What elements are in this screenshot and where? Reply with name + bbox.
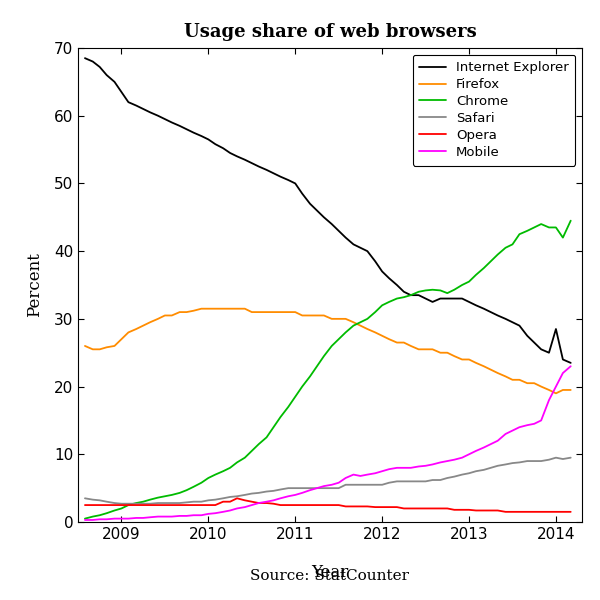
Chrome xyxy=(190,483,197,490)
Line: Chrome: Chrome xyxy=(85,221,571,518)
Mobile xyxy=(357,472,364,479)
Mobile xyxy=(567,362,574,370)
Chrome xyxy=(364,315,371,322)
Firefox xyxy=(437,349,444,356)
Internet Explorer xyxy=(198,133,205,140)
Safari xyxy=(524,457,531,464)
Y-axis label: Percent: Percent xyxy=(26,253,43,317)
Safari xyxy=(118,500,125,508)
Safari xyxy=(437,476,444,484)
Opera xyxy=(415,505,422,512)
Opera xyxy=(567,508,574,515)
Internet Explorer xyxy=(190,129,197,136)
Safari xyxy=(530,457,538,464)
Safari xyxy=(567,454,574,461)
Opera xyxy=(472,507,479,514)
Chrome xyxy=(516,230,523,238)
Opera xyxy=(530,508,538,515)
Mobile xyxy=(364,471,371,478)
Opera xyxy=(82,502,89,509)
Text: Source: StatCounter: Source: StatCounter xyxy=(251,569,409,583)
Safari xyxy=(553,454,560,461)
Line: Mobile: Mobile xyxy=(85,366,571,520)
Firefox xyxy=(530,380,538,387)
Opera xyxy=(502,508,509,515)
Firefox xyxy=(82,343,89,350)
Chrome xyxy=(198,479,205,487)
Internet Explorer xyxy=(567,359,574,367)
Firefox xyxy=(553,390,560,397)
Opera xyxy=(524,508,531,515)
Safari xyxy=(82,494,89,502)
Mobile xyxy=(553,383,560,390)
Line: Safari: Safari xyxy=(85,458,571,504)
Firefox xyxy=(472,359,479,367)
Firefox xyxy=(415,346,422,353)
Opera xyxy=(233,494,241,502)
Internet Explorer xyxy=(516,322,523,329)
Firefox xyxy=(524,380,531,387)
X-axis label: Year: Year xyxy=(311,564,349,581)
Title: Usage share of web browsers: Usage share of web browsers xyxy=(184,23,476,41)
Mobile xyxy=(190,512,197,519)
Safari xyxy=(472,467,479,475)
Firefox xyxy=(516,376,523,383)
Line: Firefox: Firefox xyxy=(85,308,571,394)
Line: Internet Explorer: Internet Explorer xyxy=(85,58,571,363)
Chrome xyxy=(357,319,364,326)
Opera xyxy=(437,505,444,512)
Safari xyxy=(415,478,422,485)
Chrome xyxy=(553,224,560,231)
Chrome xyxy=(82,515,89,522)
Firefox xyxy=(567,386,574,394)
Firefox xyxy=(198,305,205,312)
Internet Explorer xyxy=(357,244,364,251)
Line: Opera: Opera xyxy=(85,498,571,512)
Mobile xyxy=(516,424,523,431)
Internet Explorer xyxy=(553,325,560,332)
Safari xyxy=(516,459,523,466)
Legend: Internet Explorer, Firefox, Chrome, Safari, Opera, Mobile: Internet Explorer, Firefox, Chrome, Safa… xyxy=(413,55,575,166)
Internet Explorer xyxy=(364,248,371,255)
Chrome xyxy=(567,217,574,224)
Mobile xyxy=(198,512,205,519)
Opera xyxy=(538,508,545,515)
Internet Explorer xyxy=(82,55,89,62)
Mobile xyxy=(82,517,89,524)
